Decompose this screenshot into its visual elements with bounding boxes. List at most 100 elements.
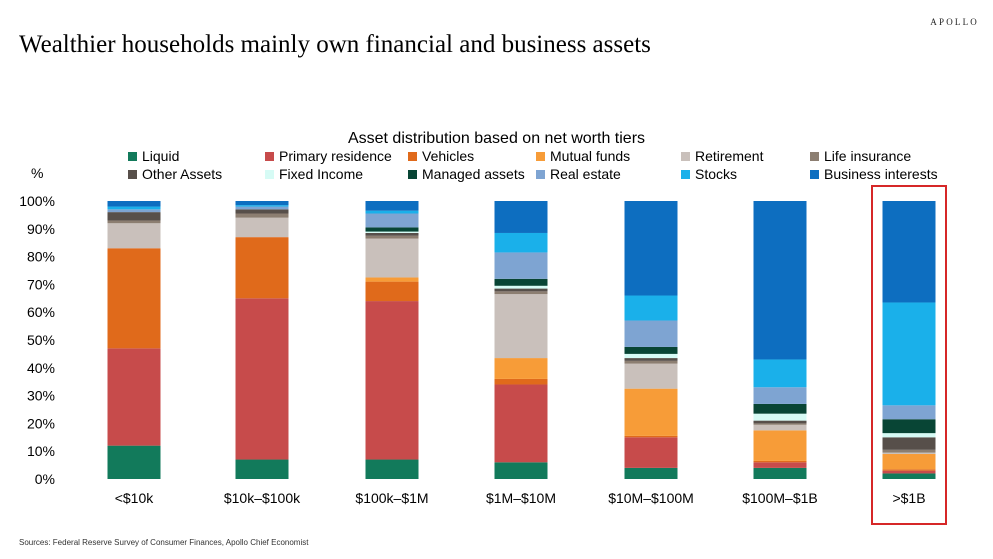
legend-swatch <box>128 151 137 161</box>
page-title: Wealthier households mainly own financia… <box>19 31 651 58</box>
bar-segment-real-estate <box>365 213 419 228</box>
bar-segment-retirement <box>365 238 419 278</box>
bar-segment-vehicles <box>365 281 419 302</box>
x-tick-label: $1M–$10M <box>486 490 556 506</box>
bar-segment-fixed-income <box>365 231 419 233</box>
legend-item-fixed-income: Fixed Income <box>265 166 363 182</box>
chart-title: Asset distribution based on net worth ti… <box>347 130 646 147</box>
bar-segment-liquid <box>494 462 548 479</box>
bar-segment-stocks <box>494 232 548 253</box>
bar-segment-primary-residence <box>753 462 807 468</box>
legend-item-liquid: Liquid <box>128 148 179 164</box>
bar-segment-real-estate <box>882 405 936 420</box>
bar-segment-fixed-income <box>494 285 548 289</box>
legend-swatch <box>681 169 690 179</box>
legend-item-primary-residence: Primary residence <box>265 148 392 164</box>
bar-segment-stocks <box>365 210 419 214</box>
bar-segment-vehicles <box>494 378 548 385</box>
bar-segment-primary-residence <box>365 301 419 460</box>
bar-segment-liquid <box>882 473 936 479</box>
bar-segment-life-insurance <box>753 423 807 425</box>
legend-label: Retirement <box>695 148 764 164</box>
bar-segment-retirement <box>753 424 807 431</box>
legend-item-other-assets: Other Assets <box>128 166 222 182</box>
bar-segment-life-insurance <box>107 220 161 224</box>
bar-segment-managed-assets <box>365 227 419 232</box>
bar-segment-retirement <box>624 363 678 389</box>
legend-item-managed-assets: Managed assets <box>408 166 525 182</box>
x-tick-label: $10M–$100M <box>608 490 694 506</box>
bar-segment-other-assets <box>365 232 419 236</box>
bar-segment-managed-assets <box>753 403 807 414</box>
legend-label: Stocks <box>695 166 738 182</box>
y-axis-label: % <box>31 165 44 181</box>
bar-segment-vehicles <box>107 248 161 349</box>
y-tick-label: 10% <box>27 443 55 459</box>
legend-item-business-interests: Business interests <box>810 166 938 182</box>
legend-swatch <box>265 169 274 179</box>
bar-segment-primary-residence <box>107 348 161 446</box>
bar-segment-vehicles <box>882 469 936 471</box>
bar-segment-managed-assets <box>494 278 548 286</box>
bar-segment-retirement <box>107 223 161 249</box>
bar-segment-other-assets <box>107 212 161 221</box>
y-tick-label: 100% <box>19 193 55 209</box>
bar-segment-primary-residence <box>882 470 936 474</box>
bar-segment-retirement <box>235 217 289 238</box>
bar-segment-other-assets <box>624 358 678 361</box>
legend-label: Fixed Income <box>279 166 364 182</box>
bar-segment-business-interests <box>235 201 289 206</box>
bar-segment-real-estate <box>107 209 161 213</box>
bar-segment-stocks <box>882 302 936 406</box>
bar-segment-business-interests <box>494 201 548 233</box>
bar-segment-life-insurance <box>624 360 678 364</box>
x-tick-label: $100M–$1B <box>742 490 818 506</box>
y-tick-label: 90% <box>27 221 55 237</box>
y-tick-label: 70% <box>27 276 55 292</box>
bar-segment-other-assets <box>882 437 936 450</box>
legend-swatch <box>810 151 819 161</box>
bar-segment-primary-residence <box>494 384 548 463</box>
bar-segment-fixed-income <box>882 433 936 438</box>
y-tick-label: 60% <box>27 304 55 320</box>
bar-segment-fixed-income <box>624 353 678 359</box>
legend-swatch <box>681 151 690 161</box>
x-tick-label: $100k–$1M <box>355 490 428 506</box>
bar-segment-liquid <box>624 467 678 479</box>
y-tick-label: 20% <box>27 415 55 431</box>
bar-segment-mutual-funds <box>365 277 419 282</box>
bar-segment-vehicles <box>235 237 289 299</box>
bar-segment-retirement <box>882 452 936 454</box>
bar-segment-stocks <box>624 295 678 321</box>
legend-item-real-estate: Real estate <box>536 166 621 182</box>
bar-segment-other-assets <box>235 209 289 214</box>
legend-item-vehicles: Vehicles <box>408 148 474 164</box>
bar-segment-business-interests <box>882 201 936 303</box>
legend-swatch <box>265 151 274 161</box>
bar-segment-other-assets <box>494 288 548 292</box>
bar-segment-liquid <box>235 459 289 479</box>
legend-label: Vehicles <box>422 148 475 164</box>
bar-segment-business-interests <box>365 201 419 211</box>
bar-segment-managed-assets <box>882 419 936 434</box>
bar-segment-life-insurance <box>365 235 419 239</box>
bar-segment-other-assets <box>753 420 807 424</box>
legend-swatch <box>810 169 819 179</box>
brand-logo: APOLLO <box>930 17 979 27</box>
bar-segment-liquid <box>365 459 419 479</box>
bar-segment-liquid <box>753 467 807 479</box>
bar-segment-stocks <box>753 359 807 388</box>
y-tick-label: 30% <box>27 388 55 404</box>
legend-swatch <box>536 169 545 179</box>
y-tick-label: 80% <box>27 249 55 265</box>
legend-item-mutual-funds: Mutual funds <box>536 148 630 164</box>
y-tick-label: 0% <box>35 471 55 487</box>
legend-label: Business interests <box>824 166 938 182</box>
legend-label: Liquid <box>142 148 180 164</box>
bar-segment-retirement <box>494 294 548 359</box>
legend-label: Managed assets <box>422 166 525 182</box>
bar-segment-real-estate <box>624 320 678 347</box>
legend-item-stocks: Stocks <box>681 166 737 182</box>
bar-segment-business-interests <box>753 201 807 360</box>
